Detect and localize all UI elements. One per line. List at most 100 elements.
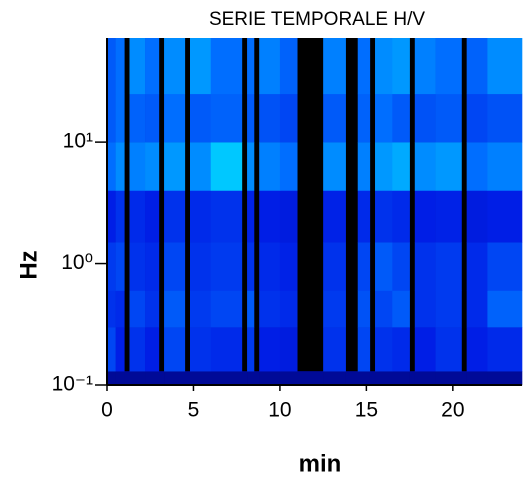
heatmap-cell: [247, 327, 255, 372]
heatmap-cell: [210, 190, 243, 243]
heatmap-cell: [466, 93, 488, 143]
heatmap-cell: [435, 142, 462, 191]
heatmap-cell: [158, 371, 165, 386]
heatmap-cell: [259, 242, 281, 291]
heatmap-cell: [357, 327, 371, 372]
heatmap-cell: [323, 142, 346, 191]
heatmap-cell: [115, 290, 125, 328]
heatmap-cell: [107, 371, 116, 386]
heatmap-cell: [190, 38, 212, 95]
chart-title: SERIE TEMPORALE H/V: [209, 9, 425, 30]
heatmap-cell: [129, 290, 146, 328]
heatmap-cell: [297, 371, 324, 386]
heatmap-cell: [115, 93, 125, 143]
heatmap-cell: [145, 93, 160, 143]
heatmap-cell: [210, 38, 243, 95]
heatmap-cell: [414, 190, 436, 243]
heatmap-cell: [487, 290, 523, 328]
heatmap-cell: [466, 327, 488, 372]
heatmap-cell: [345, 371, 359, 386]
heatmap-cell: [357, 38, 371, 95]
heatmap-cell: [247, 93, 255, 143]
heatmap-cell: [107, 290, 116, 328]
heatmap-cell: [414, 327, 436, 372]
heatmap-cell: [375, 93, 393, 143]
x-axis-label: min: [299, 450, 342, 477]
heatmap-cell: [435, 93, 462, 143]
heatmap-cell: [323, 190, 346, 243]
heatmap-cell: [145, 327, 160, 372]
y-tick-label: 10⁰: [61, 251, 93, 274]
heatmap-cell: [414, 93, 436, 143]
heatmap-cell: [392, 327, 410, 372]
heatmap-cell: [414, 242, 436, 291]
heatmap-cell: [487, 242, 523, 291]
heatmap-cell: [129, 242, 146, 291]
heatmap-cell: [247, 371, 255, 386]
heatmap-cell: [164, 290, 186, 328]
heatmap-cell: [190, 327, 212, 372]
heatmap-cell: [323, 38, 346, 95]
heatmap-cell: [184, 371, 191, 386]
heatmap-cell: [357, 371, 371, 386]
heatmap-cell: [323, 327, 346, 372]
heatmap-cell: [375, 38, 393, 95]
heatmap-cell: [164, 190, 186, 243]
heatmap-cell: [435, 190, 462, 243]
heatmap-cell: [145, 142, 160, 191]
heatmap-cell: [107, 190, 116, 243]
heatmap-cell: [124, 371, 130, 386]
heatmap-cell: [279, 190, 298, 243]
heatmap-cell: [435, 371, 462, 386]
y-axis-label: Hz: [15, 250, 42, 279]
heatmap-cell: [259, 38, 281, 95]
heatmap-cell: [392, 190, 410, 243]
heatmap-cell: [487, 371, 523, 386]
heatmap-cell: [466, 190, 488, 243]
heatmap-cell: [466, 38, 488, 95]
x-tick-label: 15: [355, 399, 378, 422]
heatmap-cell: [247, 38, 255, 95]
heatmap-cell: [190, 142, 212, 191]
heatmap-cell: [247, 242, 255, 291]
heatmap-cell: [259, 290, 281, 328]
heatmap-cell: [279, 38, 298, 95]
heatmap-cell: [107, 38, 116, 95]
heatmap-cell: [487, 142, 523, 191]
heatmap-cell: [129, 93, 146, 143]
heatmap-cell: [210, 290, 243, 328]
heatmap-cell: [129, 371, 146, 386]
heatmap-cell: [259, 93, 281, 143]
heatmap-cell: [190, 242, 212, 291]
heatmap-cell: [392, 38, 410, 95]
heatmap-cell: [487, 38, 523, 95]
heatmap-cell: [466, 371, 488, 386]
heatmap-cell: [129, 327, 146, 372]
heatmap-cell: [392, 371, 410, 386]
heatmap-cell: [210, 327, 243, 372]
heatmap-cell: [392, 93, 410, 143]
heatmap-cell: [107, 142, 116, 191]
heatmap-cell: [115, 142, 125, 191]
heatmap-cell: [145, 38, 160, 95]
heatmap-cell: [259, 371, 281, 386]
heatmap-cell: [279, 290, 298, 328]
heatmap-cell: [357, 290, 371, 328]
heatmap-cell: [129, 190, 146, 243]
heatmap-cell: [190, 371, 212, 386]
x-tick-label: 10: [268, 399, 291, 422]
heatmap-cell: [115, 242, 125, 291]
heatmap-cell: [466, 142, 488, 191]
heatmap-cell: [392, 142, 410, 191]
heatmap-cell: [107, 93, 116, 143]
heatmap-cell: [392, 290, 410, 328]
heatmap-cell: [414, 371, 436, 386]
heatmap-cell: [241, 371, 248, 386]
heatmap-cell: [115, 190, 125, 243]
heatmap-cell: [164, 242, 186, 291]
heatmap-cell: [323, 242, 346, 291]
heatmap-cell: [164, 371, 186, 386]
heatmap-cell: [129, 38, 146, 95]
heatmap-cell: [129, 142, 146, 191]
heatmap-cell: [487, 327, 523, 372]
